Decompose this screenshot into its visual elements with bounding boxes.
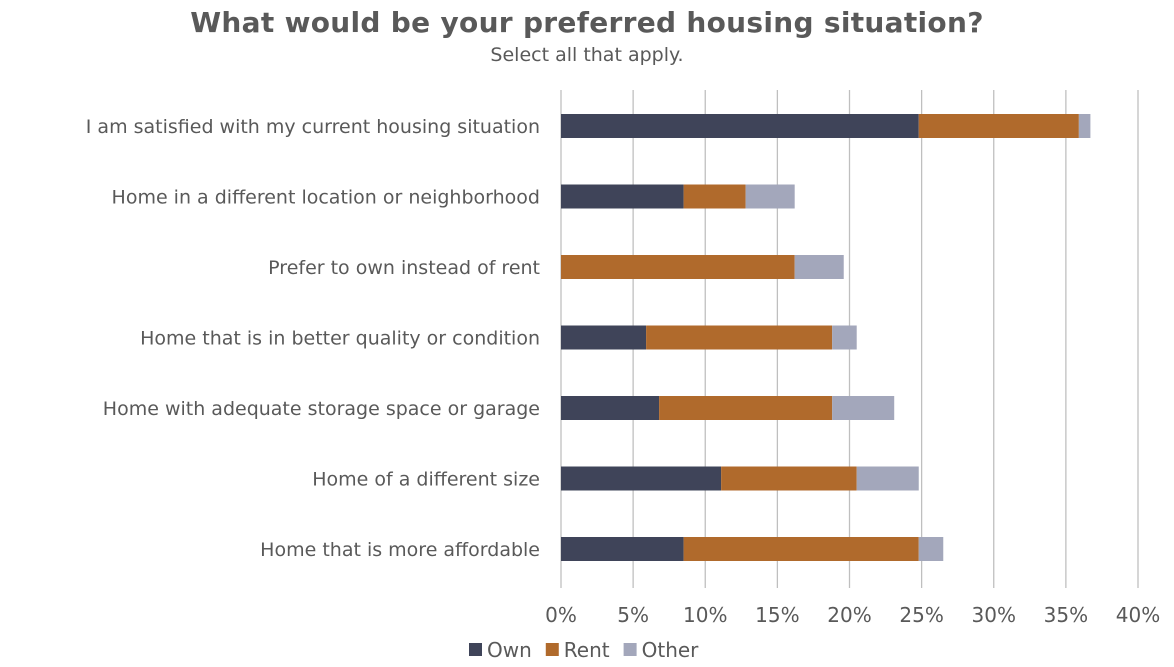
category-label-4: Home with adequate storage space or gara… <box>103 398 540 420</box>
bar-rent-6 <box>683 537 919 561</box>
legend-swatch-rent <box>545 643 559 656</box>
chart-title: What would be your preferred housing sit… <box>190 6 984 39</box>
category-label-0: I am satisfied with my current housing s… <box>86 116 540 138</box>
x-tick-label-2: 10% <box>683 603 727 627</box>
x-tick-label-5: 25% <box>899 603 943 627</box>
legend-label-own: Own <box>487 638 532 662</box>
legend-label-rent: Rent <box>564 638 610 662</box>
x-tick-label-3: 15% <box>755 603 799 627</box>
x-tick-label-8: 40% <box>1116 603 1160 627</box>
bar-own-5 <box>561 466 722 491</box>
bar-rent-4 <box>659 396 833 420</box>
bar-own-3 <box>561 325 647 350</box>
bar-other-1 <box>745 184 795 209</box>
legend-label-other: Other <box>642 638 700 662</box>
bar-own-4 <box>561 396 660 420</box>
category-label-3: Home that is in better quality or condit… <box>140 328 540 350</box>
bar-other-2 <box>794 255 844 279</box>
bar-own-1 <box>561 184 684 209</box>
bar-other-3 <box>832 325 857 350</box>
bar-rent-3 <box>646 325 833 350</box>
bar-rent-1 <box>683 184 746 209</box>
bar-other-6 <box>918 537 944 561</box>
bar-other-5 <box>856 466 919 491</box>
bar-other-0 <box>1078 114 1091 138</box>
x-tick-label-4: 20% <box>827 603 871 627</box>
category-label-5: Home of a different size <box>312 469 540 491</box>
x-tick-label-7: 35% <box>1044 603 1088 627</box>
chart-subtitle: Select all that apply. <box>490 44 684 66</box>
bar-rent-0 <box>918 114 1079 138</box>
x-tick-label-1: 5% <box>617 603 649 627</box>
category-label-1: Home in a different location or neighbor… <box>112 187 540 209</box>
bar-rent-2 <box>561 255 795 279</box>
x-tick-label-6: 30% <box>972 603 1016 627</box>
bar-own-0 <box>561 114 919 138</box>
x-tick-label-0: 0% <box>545 603 577 627</box>
bar-own-6 <box>561 537 684 561</box>
legend-swatch-other <box>623 643 637 656</box>
category-label-2: Prefer to own instead of rent <box>268 257 540 279</box>
category-label-6: Home that is more affordable <box>260 539 540 561</box>
legend-swatch-own <box>469 643 482 656</box>
bar-rent-5 <box>721 466 857 491</box>
bar-other-4 <box>832 396 895 420</box>
